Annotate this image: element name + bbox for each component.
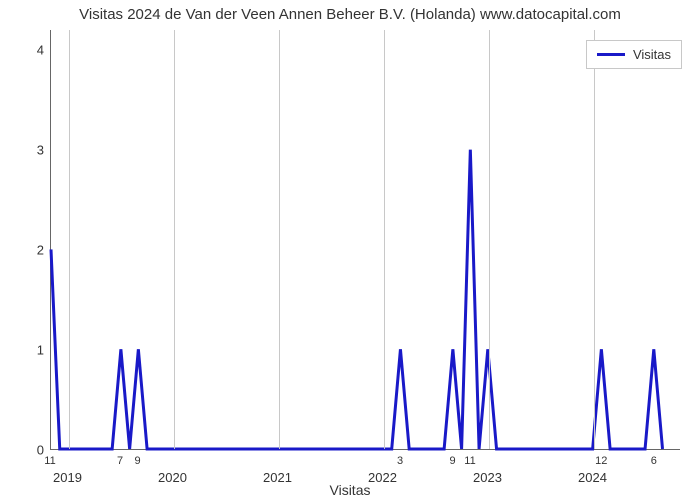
gridline bbox=[489, 30, 490, 449]
x-tick-major: 2024 bbox=[578, 470, 607, 485]
gridline bbox=[279, 30, 280, 449]
line-series bbox=[51, 30, 680, 449]
x-tick-minor: 6 bbox=[651, 455, 657, 467]
x-tick-minor: 9 bbox=[449, 455, 455, 467]
chart-title: Visitas 2024 de Van der Veen Annen Behee… bbox=[0, 6, 700, 23]
x-tick-major: 2023 bbox=[473, 470, 502, 485]
gridline bbox=[174, 30, 175, 449]
x-tick-minor: 11 bbox=[464, 455, 475, 467]
x-tick-major: 2019 bbox=[53, 470, 82, 485]
y-tick-label: 2 bbox=[10, 243, 44, 258]
x-tick-minor: 12 bbox=[595, 455, 607, 467]
visitas-line bbox=[51, 150, 663, 449]
x-tick-major: 2022 bbox=[368, 470, 397, 485]
y-tick-label: 3 bbox=[10, 143, 44, 158]
x-tick-major: 2020 bbox=[158, 470, 187, 485]
y-tick-label: 4 bbox=[10, 43, 44, 58]
legend-label: Visitas bbox=[633, 47, 671, 62]
legend: Visitas bbox=[586, 40, 682, 69]
x-tick-minor: 7 bbox=[117, 455, 123, 467]
plot-area bbox=[50, 30, 680, 450]
y-tick-label: 1 bbox=[10, 343, 44, 358]
x-tick-minor: 11 bbox=[44, 455, 55, 467]
x-tick-minor: 9 bbox=[134, 455, 140, 467]
gridline bbox=[594, 30, 595, 449]
y-tick-label: 0 bbox=[10, 443, 44, 458]
x-tick-minor: 3 bbox=[397, 455, 403, 467]
x-tick-major: 2021 bbox=[263, 470, 292, 485]
legend-swatch bbox=[597, 53, 625, 56]
gridline bbox=[384, 30, 385, 449]
chart-container: Visitas 2024 de Van der Veen Annen Behee… bbox=[0, 0, 700, 500]
gridline bbox=[69, 30, 70, 449]
